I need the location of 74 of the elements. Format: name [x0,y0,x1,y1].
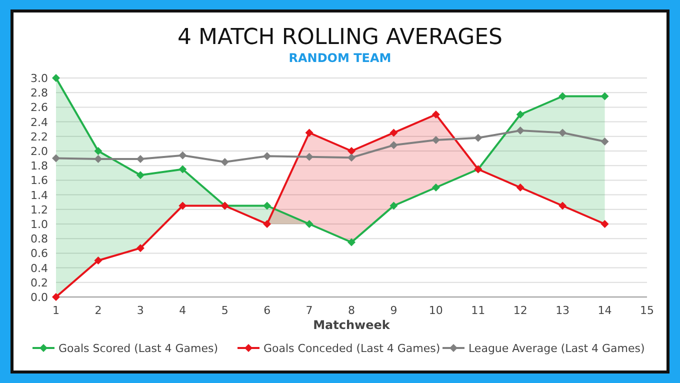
x-tick-label: 4 [179,304,186,317]
y-tick-label: 1.8 [30,160,48,173]
point [348,154,356,162]
x-tick-label: 10 [428,304,443,317]
point [432,136,440,144]
chart-subtitle: RANDOM TEAM [288,51,392,65]
point [432,110,440,118]
x-tick-label: 12 [513,304,528,317]
point [136,171,144,180]
y-tick-label: 3.0 [30,72,48,85]
x-tick-label: 6 [264,304,271,317]
point [136,244,144,252]
point [600,138,609,146]
point [52,293,60,301]
x-tick-label: 15 [640,304,654,317]
y-tick-label: 0.8 [30,232,48,246]
x-tick-label: 14 [598,304,612,317]
point [305,220,314,228]
x-tick-label: 2 [94,304,102,317]
legend-label: League Average (Last 4 Games) [468,342,645,355]
y-tick-label: 1.2 [30,203,48,216]
point [220,158,229,166]
point [348,238,356,246]
point [558,128,567,137]
point [474,134,482,142]
point [516,126,524,135]
point [52,154,60,162]
y-tick-label: 2.8 [30,86,48,100]
y-tick-label: 1.4 [30,188,48,202]
point [263,152,272,160]
y-tick-label: 1.0 [30,218,48,231]
point [178,165,187,174]
y-tick-label: 2.0 [30,145,48,158]
y-tick-label: 2.2 [30,130,48,144]
x-tick-label: 8 [348,304,355,317]
point [600,220,609,228]
point [390,202,398,210]
legend-label: Goals Scored (Last 4 Games) [58,342,218,355]
point [94,155,102,164]
legend-label: Goals Conceded (Last 4 Games) [264,342,440,355]
point [516,110,524,118]
x-tick-label: 11 [471,304,486,317]
point [263,202,272,210]
point [305,152,314,161]
point [178,202,187,210]
x-tick-label: 3 [136,304,144,317]
point [94,147,102,155]
point [52,74,60,82]
point [516,184,524,192]
point [600,92,609,100]
point [432,184,440,192]
point [305,128,314,137]
x-tick-label: 1 [52,304,60,317]
point [94,256,102,264]
point [263,220,272,228]
y-tick-label: 2.4 [30,116,48,129]
y-tick-label: 0.4 [30,262,48,275]
y-tick-label: 1.6 [30,174,48,188]
x-tick-label: 9 [390,304,398,317]
point [558,202,567,210]
y-tick-label: 0.2 [30,276,48,290]
point [390,141,398,150]
point [178,151,187,160]
chart-title: 4 MATCH ROLLING AVERAGES [177,25,503,50]
x-tick-label: 5 [221,304,228,317]
x-axis-title: Matchweek [313,318,391,332]
point [390,128,398,137]
point [348,147,356,155]
y-tick-label: 2.6 [30,101,48,114]
y-tick-label: 0.0 [30,291,48,304]
x-tick-label: 13 [556,304,570,317]
point [558,92,567,100]
y-tick-label: 0.6 [30,247,48,260]
x-tick-label: 7 [306,304,313,317]
